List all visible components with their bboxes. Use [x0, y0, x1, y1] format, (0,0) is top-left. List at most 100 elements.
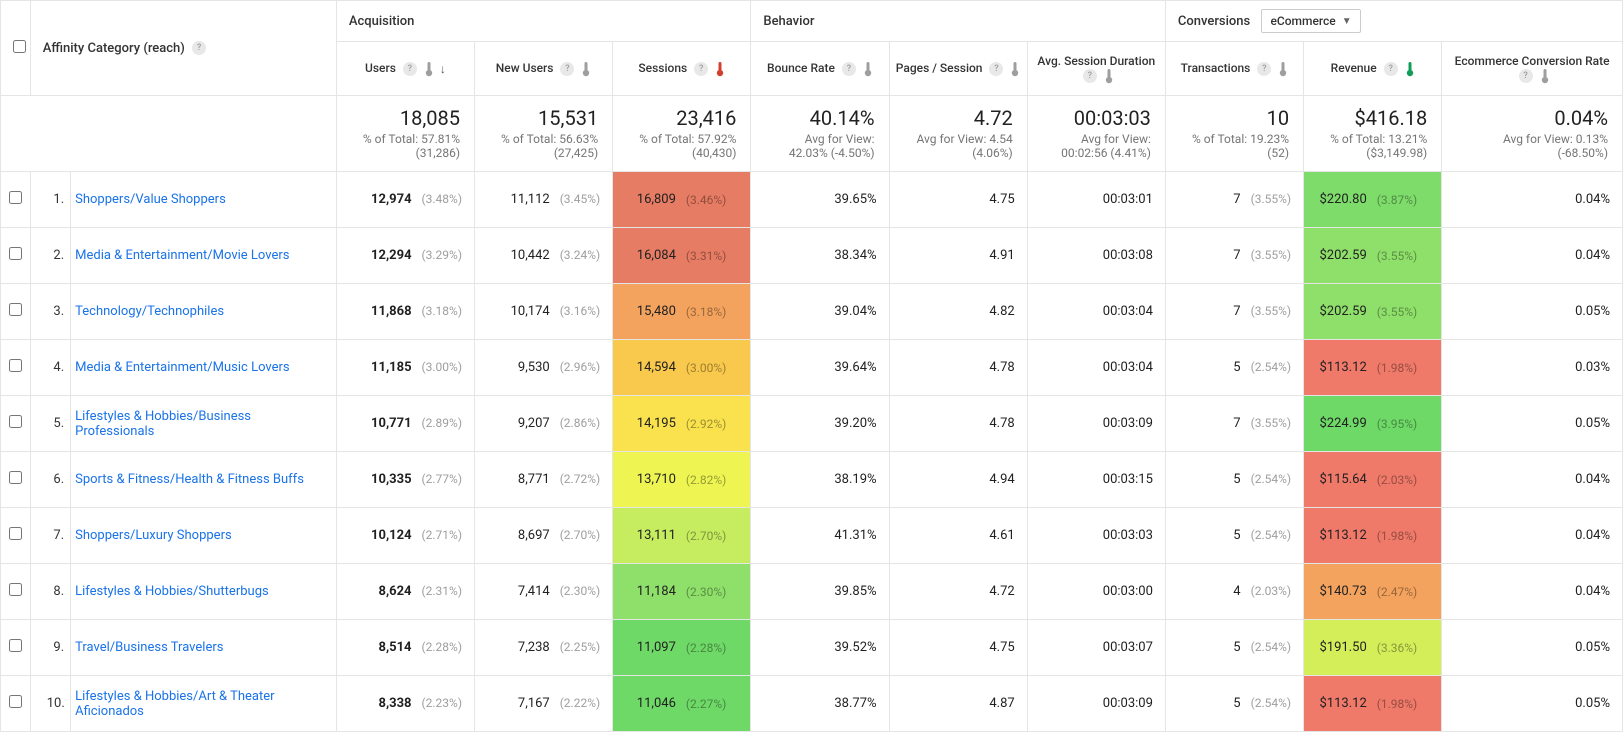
row-checkbox[interactable]: [9, 359, 22, 372]
cell-bounce: 39.64%: [751, 340, 889, 396]
help-icon[interactable]: ?: [989, 62, 1003, 76]
cell-rev: $113.12(1.98%): [1304, 508, 1442, 564]
dimension-header[interactable]: Affinity Category (reach) ?: [30, 1, 336, 96]
col-header-new_users[interactable]: New Users ?: [475, 42, 613, 96]
cell-asd: 00:03:15: [1027, 452, 1165, 508]
cell-asd: 00:03:04: [1027, 284, 1165, 340]
cell-new-users: 10,174(3.16%): [475, 284, 613, 340]
cell-ecr: 0.04%: [1442, 228, 1623, 284]
totals-spacer: [1, 96, 337, 172]
row-checkbox[interactable]: [9, 583, 22, 596]
col-header-asd[interactable]: Avg. Session Duration ?: [1027, 42, 1165, 96]
cell-trans: 4(2.03%): [1165, 564, 1303, 620]
cell-new-users: 9,207(2.86%): [475, 396, 613, 452]
row-checkbox[interactable]: [9, 415, 22, 428]
row-checkbox[interactable]: [9, 191, 22, 204]
row-checkbox-cell[interactable]: [1, 620, 31, 676]
cell-asd: 00:03:08: [1027, 228, 1165, 284]
total-sub: % of Total: 57.81% (31,286): [363, 132, 460, 160]
help-icon[interactable]: ?: [1384, 62, 1398, 76]
col-label: Users: [365, 61, 396, 75]
row-checkbox-cell[interactable]: [1, 676, 31, 732]
col-header-users[interactable]: Users ? ↓: [336, 42, 474, 96]
help-icon[interactable]: ?: [1083, 69, 1097, 83]
cell-rev: $202.59(3.55%): [1304, 284, 1442, 340]
total-value: $416.18: [1318, 106, 1427, 130]
row-checkbox[interactable]: [9, 247, 22, 260]
row-checkbox-cell[interactable]: [1, 340, 31, 396]
cell-ecr: 0.04%: [1442, 564, 1623, 620]
cell-trans: 5(2.54%): [1165, 620, 1303, 676]
cell-asd: 00:03:01: [1027, 172, 1165, 228]
total-sub: % of Total: 57.92% (40,430): [639, 132, 736, 160]
row-checkbox-cell[interactable]: [1, 452, 31, 508]
dimension-link[interactable]: Sports & Fitness/Health & Fitness Buffs: [75, 472, 304, 487]
row-checkbox[interactable]: [9, 695, 22, 708]
cell-asd: 00:03:03: [1027, 508, 1165, 564]
select-all-cell[interactable]: [1, 1, 31, 96]
total-sub: % of Total: 19.23% (52): [1192, 132, 1289, 160]
dimension-cell: Technology/Technophiles: [71, 284, 337, 340]
col-header-rev[interactable]: Revenue ?: [1304, 42, 1442, 96]
help-icon[interactable]: ?: [192, 41, 206, 55]
row-checkbox-cell[interactable]: [1, 284, 31, 340]
col-header-sessions[interactable]: Sessions ?: [613, 42, 751, 96]
help-icon[interactable]: ?: [694, 62, 708, 76]
cell-bounce: 39.65%: [751, 172, 889, 228]
table-row: 8.Lifestyles & Hobbies/Shutterbugs8,624(…: [1, 564, 1623, 620]
cell-sessions: 11,097(2.28%): [613, 620, 751, 676]
cell-rev: $113.12(1.98%): [1304, 340, 1442, 396]
row-checkbox-cell[interactable]: [1, 172, 31, 228]
row-index: 4.: [30, 340, 70, 396]
cell-users: 10,771(2.89%): [336, 396, 474, 452]
total-sub: Avg for View: 00:02:56 (4.41%): [1061, 132, 1151, 160]
dimension-link[interactable]: Shoppers/Luxury Shoppers: [75, 528, 232, 543]
total-asd: 00:03:03Avg for View: 00:02:56 (4.41%): [1027, 96, 1165, 172]
row-checkbox[interactable]: [9, 527, 22, 540]
help-icon[interactable]: ?: [842, 62, 856, 76]
dimension-link[interactable]: Technology/Technophiles: [75, 304, 224, 319]
cell-rev: $202.59(3.55%): [1304, 228, 1442, 284]
total-value: 00:03:03: [1042, 106, 1151, 130]
conversions-scope-dropdown[interactable]: eCommerce ▼: [1261, 9, 1360, 33]
row-checkbox[interactable]: [9, 639, 22, 652]
row-checkbox-cell[interactable]: [1, 564, 31, 620]
cell-bounce: 39.52%: [751, 620, 889, 676]
dimension-cell: Lifestyles & Hobbies/Shutterbugs: [71, 564, 337, 620]
col-header-ecr[interactable]: Ecommerce Conversion Rate ?: [1442, 42, 1623, 96]
help-icon[interactable]: ?: [560, 62, 574, 76]
dimension-link[interactable]: Lifestyles & Hobbies/Shutterbugs: [75, 584, 269, 599]
report-table: Affinity Category (reach) ? Acquisition …: [0, 0, 1623, 732]
cell-pps: 4.61: [889, 508, 1027, 564]
help-icon[interactable]: ?: [1519, 69, 1533, 83]
col-header-bounce[interactable]: Bounce Rate ?: [751, 42, 889, 96]
help-icon[interactable]: ?: [403, 62, 417, 76]
select-all-checkbox[interactable]: [13, 40, 26, 53]
dimension-link[interactable]: Lifestyles & Hobbies/Business Profession…: [75, 409, 251, 439]
col-header-pps[interactable]: Pages / Session ?: [889, 42, 1027, 96]
row-checkbox-cell[interactable]: [1, 508, 31, 564]
row-checkbox-cell[interactable]: [1, 396, 31, 452]
dimension-link[interactable]: Travel/Business Travelers: [75, 640, 223, 655]
dimension-link[interactable]: Media & Entertainment/Movie Lovers: [75, 248, 289, 263]
cell-trans: 7(3.55%): [1165, 172, 1303, 228]
conversions-scope-value: eCommerce: [1270, 14, 1335, 28]
cell-sessions: 14,594(3.00%): [613, 340, 751, 396]
cell-users: 8,624(2.31%): [336, 564, 474, 620]
row-checkbox[interactable]: [9, 303, 22, 316]
col-label: Avg. Session Duration: [1037, 54, 1155, 68]
col-header-trans[interactable]: Transactions ?: [1165, 42, 1303, 96]
dimension-link[interactable]: Shoppers/Value Shoppers: [75, 192, 226, 207]
cell-sessions: 13,111(2.70%): [613, 508, 751, 564]
cell-rev: $113.12(1.98%): [1304, 676, 1442, 732]
dimension-link[interactable]: Media & Entertainment/Music Lovers: [75, 360, 290, 375]
cell-users: 8,514(2.28%): [336, 620, 474, 676]
cell-sessions: 14,195(2.92%): [613, 396, 751, 452]
total-ecr: 0.04%Avg for View: 0.13% (-68.50%): [1442, 96, 1623, 172]
dimension-link[interactable]: Lifestyles & Hobbies/Art & Theater Afici…: [75, 689, 274, 719]
row-checkbox-cell[interactable]: [1, 228, 31, 284]
row-checkbox[interactable]: [9, 471, 22, 484]
row-index: 7.: [30, 508, 70, 564]
help-icon[interactable]: ?: [1257, 62, 1271, 76]
cell-bounce: 39.04%: [751, 284, 889, 340]
